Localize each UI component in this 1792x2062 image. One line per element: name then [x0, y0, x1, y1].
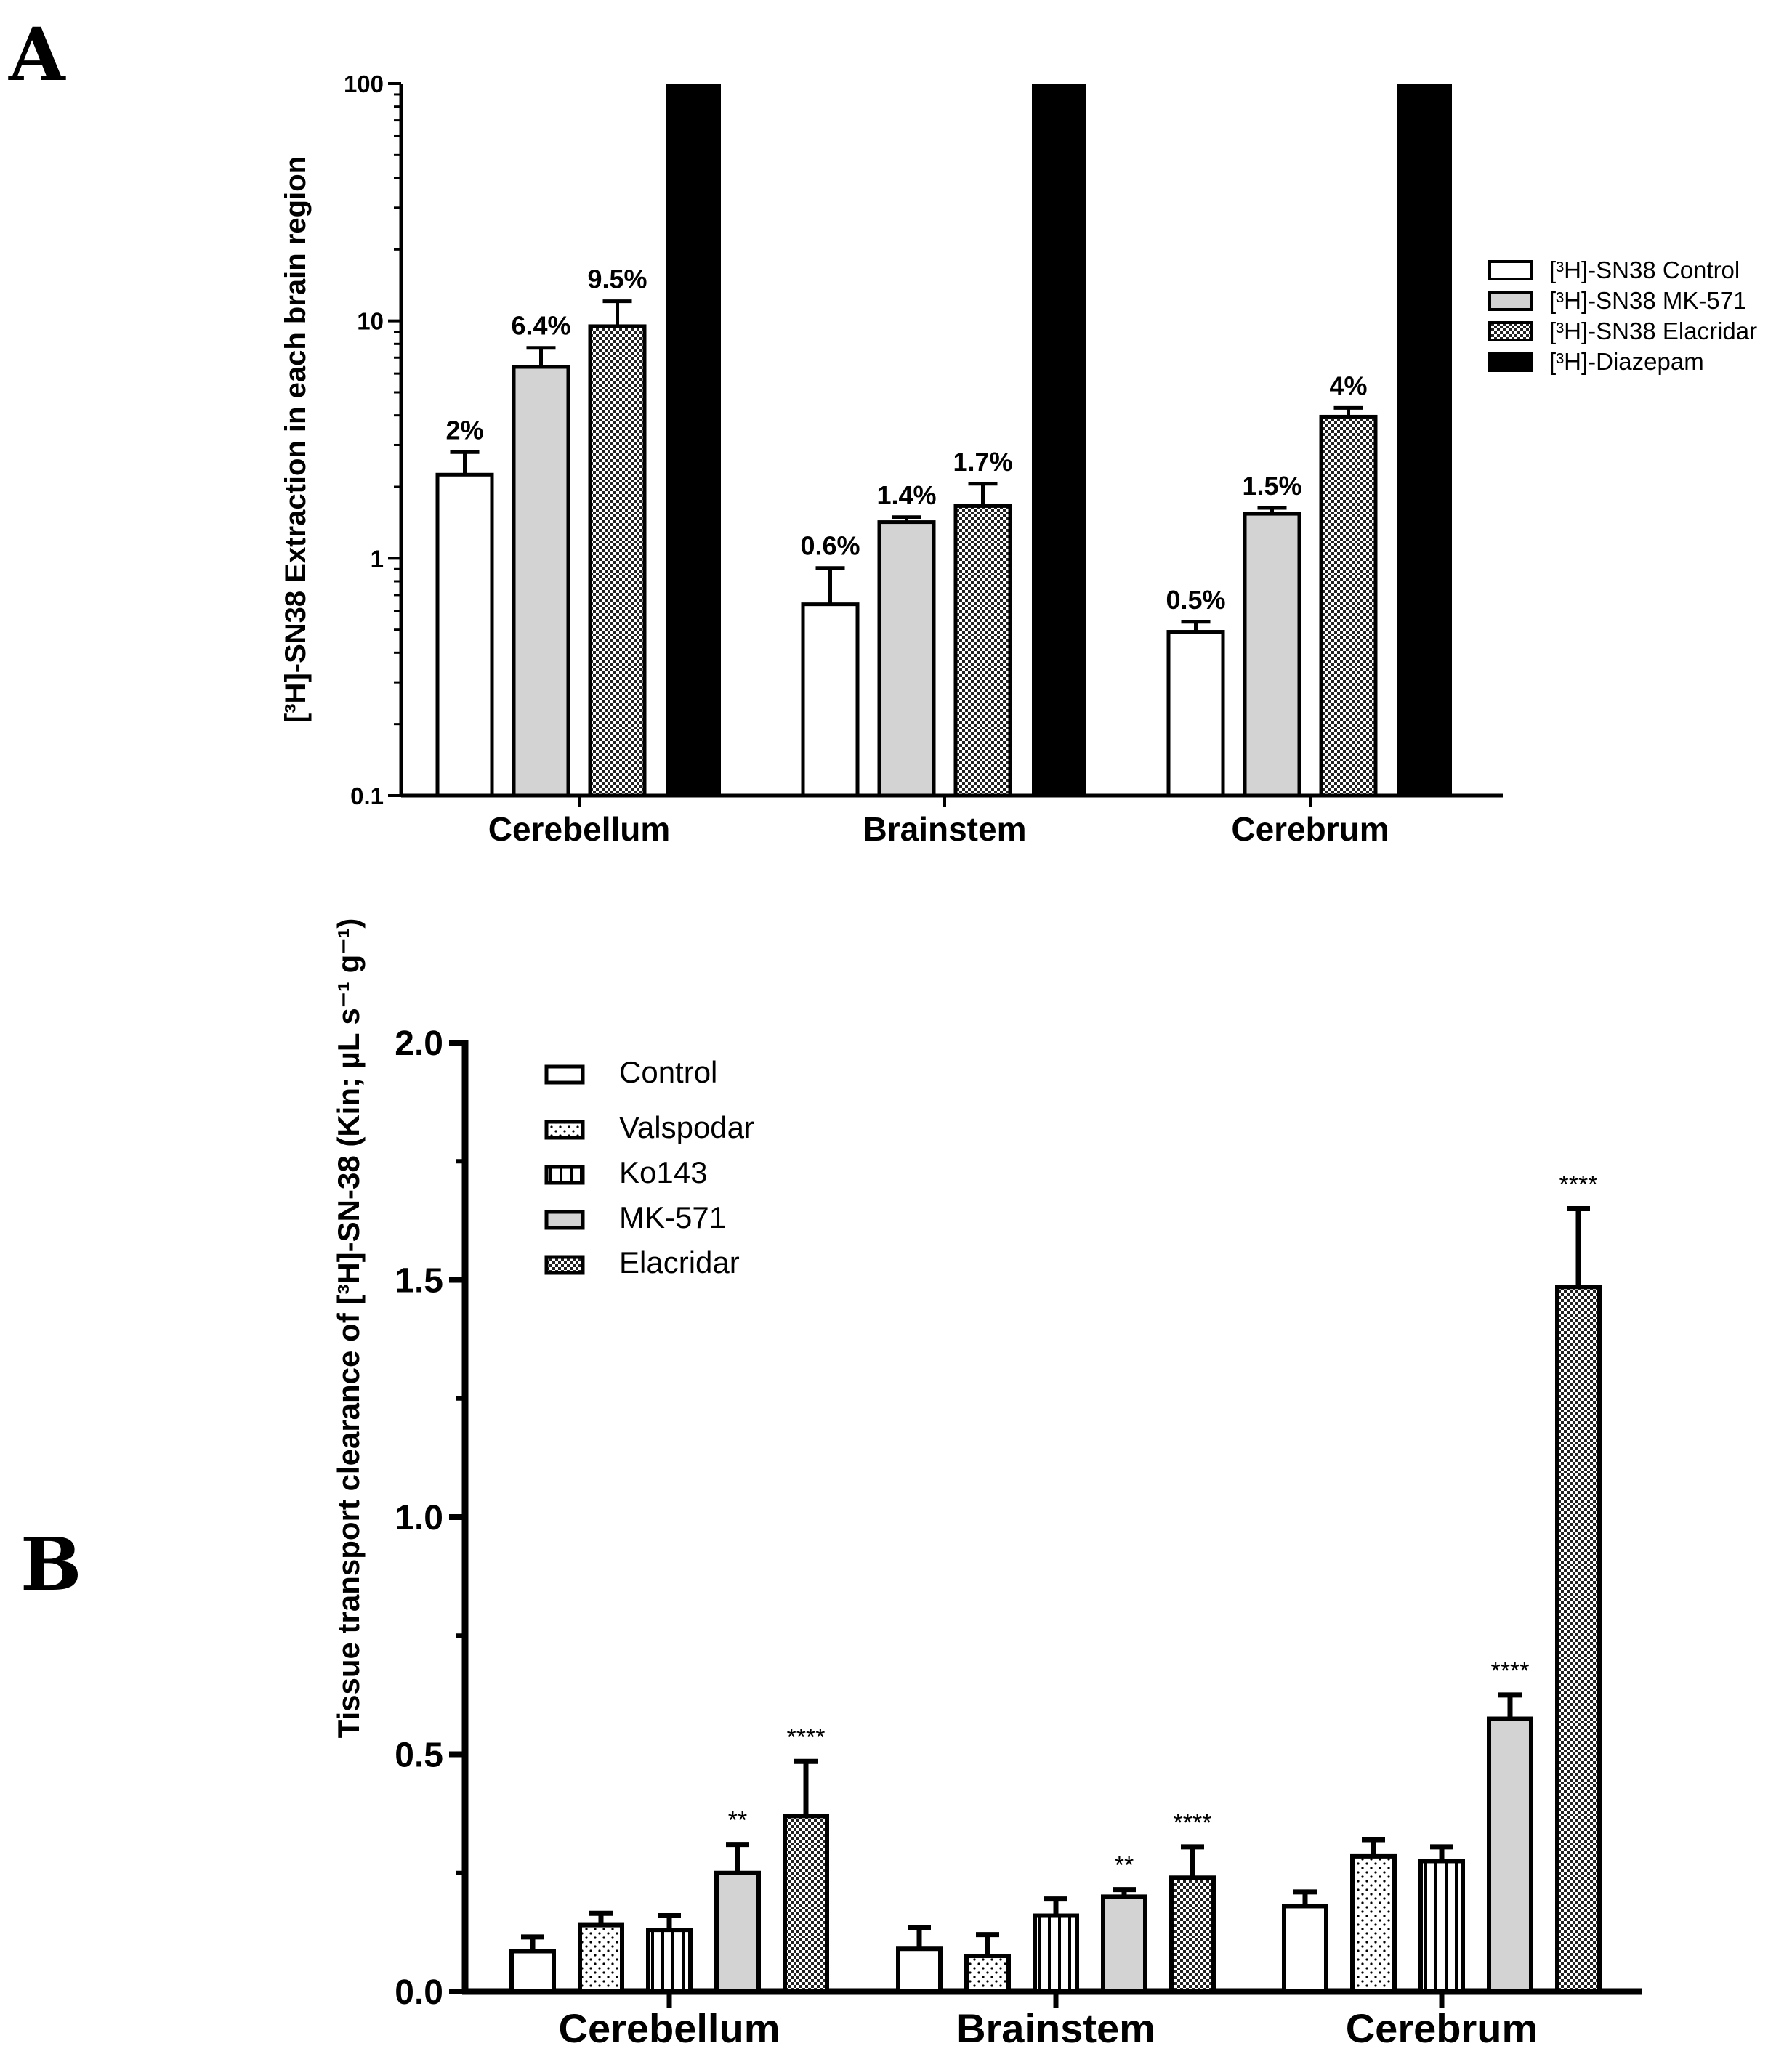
b-legend-label: Valspodar: [619, 1110, 754, 1144]
a-y-tick-label: 1: [371, 545, 384, 572]
b-bar: [1555, 1285, 1602, 1994]
b-y-tick-label: 1.0: [395, 1499, 443, 1537]
b-bar: [783, 1814, 829, 1994]
a-bar: [435, 472, 494, 798]
a-bar: [588, 324, 647, 798]
b-bar: [1169, 1875, 1216, 1994]
a-y-tick-label: 0.1: [350, 783, 384, 809]
a-y-axis-label: [³H]-SN38 Extraction in each brain regio…: [280, 156, 312, 723]
b-y-tick-label: 1.5: [395, 1262, 443, 1301]
a-legend-label: [³H]-SN38 Control: [1549, 256, 1740, 283]
b-category-label: Brainstem: [956, 2005, 1155, 2051]
b-bar: [509, 1949, 556, 1994]
b-legend-label: Ko143: [619, 1155, 707, 1189]
b-category-label: Cerebellum: [559, 2005, 780, 2051]
b-significance-label: ****: [787, 1723, 826, 1751]
a-bar: [1166, 630, 1225, 798]
panel-b-letter: B: [20, 1521, 82, 1607]
b-legend-swatch: [544, 1120, 585, 1140]
a-legend-swatch: [1488, 291, 1533, 311]
b-bar: [1418, 1859, 1465, 1994]
a-bar: [1397, 84, 1452, 796]
chart-a-extraction: 0.1 1 10 100 [³H]-SN38 Extraction in each br…: [280, 70, 1757, 848]
a-data-label: 0.6%: [800, 531, 860, 561]
b-bar: [1350, 1853, 1397, 1994]
a-category-label: Cerebellum: [488, 810, 671, 848]
b-y-axis-label: Tissue transport clearance of [³H]-SN-38…: [331, 918, 366, 1739]
b-bar: [1282, 1904, 1328, 1994]
b-bar: [578, 1922, 624, 1994]
b-legend-swatch: [544, 1064, 585, 1085]
a-bar: [953, 504, 1012, 798]
b-y-tick-label: 2.0: [395, 1024, 443, 1063]
b-legend-swatch: [544, 1165, 585, 1185]
b-significance-label: ****: [1491, 1657, 1530, 1685]
a-data-label: 9.5%: [587, 264, 647, 294]
a-bar: [1243, 512, 1301, 798]
b-bar: [964, 1954, 1011, 1994]
b-bar: [714, 1870, 761, 1994]
b-bar: [646, 1928, 693, 1994]
b-y-tick-label: 0.0: [395, 1973, 443, 2012]
a-data-label: 0.5%: [1166, 585, 1225, 615]
b-category-label: Cerebrum: [1346, 2005, 1538, 2051]
b-significance-label: **: [1115, 1852, 1134, 1880]
a-bar: [512, 365, 570, 798]
a-bar: [1319, 414, 1378, 798]
a-data-label: 6.4%: [511, 311, 570, 341]
a-legend-swatch: [1488, 260, 1533, 280]
panel-a-letter: A: [8, 12, 66, 97]
b-y-tick-label: 0.5: [395, 1736, 443, 1775]
b-significance-label: ****: [1174, 1809, 1212, 1837]
a-legend-swatch: [1488, 321, 1533, 341]
a-bar: [877, 520, 936, 798]
a-data-label: 1.5%: [1242, 471, 1301, 501]
a-legend-label: [³H]-SN38 Elacridar: [1549, 318, 1757, 344]
b-legend-label: MK-571: [619, 1200, 726, 1234]
a-data-label: 1.4%: [876, 480, 936, 510]
a-legend-label: [³H]-Diazepam: [1549, 348, 1704, 375]
chart-b-clearance: 0.0 0.5 1.0 1.5 2.0 Tissue transport clearanc…: [331, 918, 1642, 2051]
b-legend-label: Control: [619, 1055, 717, 1089]
b-legend-swatch: [544, 1210, 585, 1230]
a-data-label: 4%: [1329, 371, 1367, 400]
a-y-tick-label: 100: [344, 70, 384, 97]
a-category-label: Brainstem: [863, 810, 1027, 848]
a-bar: [801, 602, 860, 798]
a-category-label: Cerebrum: [1231, 810, 1389, 848]
b-bar: [1101, 1894, 1147, 1994]
a-legend-label: [³H]-SN38 MK-571: [1549, 287, 1746, 314]
b-legend-swatch: [544, 1255, 585, 1275]
b-bar: [896, 1946, 943, 1994]
a-data-label: 1.7%: [953, 447, 1012, 477]
a-legend-swatch: [1488, 352, 1533, 372]
b-legend-label: Elacridar: [619, 1245, 740, 1279]
b-significance-label: ****: [1559, 1171, 1598, 1199]
b-significance-label: **: [728, 1807, 747, 1835]
b-bar: [1033, 1913, 1079, 1994]
b-bar: [1487, 1716, 1533, 1994]
a-bar: [1032, 84, 1086, 796]
a-bar: [666, 84, 721, 796]
a-data-label: 2%: [445, 415, 483, 445]
a-y-tick-label: 10: [357, 308, 384, 335]
